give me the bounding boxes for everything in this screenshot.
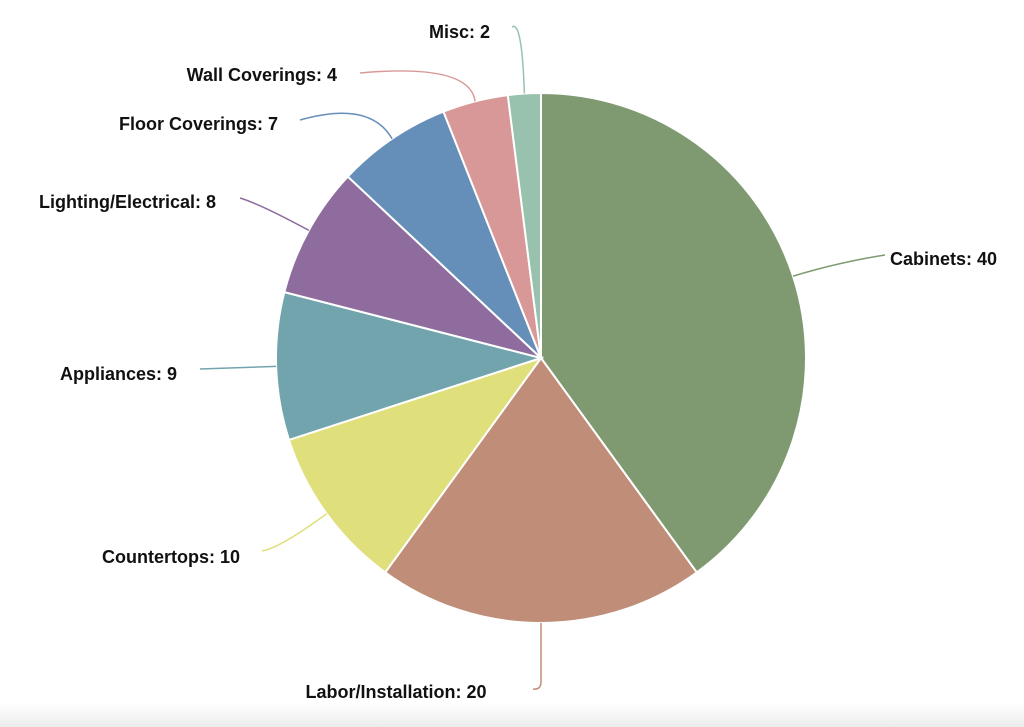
slice-label: Appliances: 9	[60, 364, 177, 384]
bottom-band	[0, 703, 1024, 727]
label-connector	[359, 70, 476, 102]
label-connector	[532, 623, 542, 690]
slice-label: Floor Coverings: 7	[119, 114, 278, 134]
label-connector	[511, 25, 526, 94]
slice-label: Labor/Installation: 20	[305, 682, 486, 702]
label-connector	[199, 365, 277, 370]
pie-slice-countertops	[287, 356, 544, 574]
pie-slice-misc	[506, 91, 542, 359]
label-connector	[261, 513, 328, 552]
slice-label: Lighting/Electrical: 8	[39, 192, 216, 212]
label-connector	[792, 254, 886, 277]
slice-label: Countertops: 10	[102, 547, 240, 567]
slice-label: Cabinets: 40	[890, 249, 997, 269]
slice-label: Misc: 2	[429, 22, 490, 42]
label-connector	[299, 112, 393, 140]
pie-slice-floor-coverings	[346, 110, 542, 359]
pie-slice-labor-installation	[383, 356, 699, 624]
slice-label: Wall Coverings: 4	[187, 65, 337, 85]
label-connector	[239, 197, 310, 231]
